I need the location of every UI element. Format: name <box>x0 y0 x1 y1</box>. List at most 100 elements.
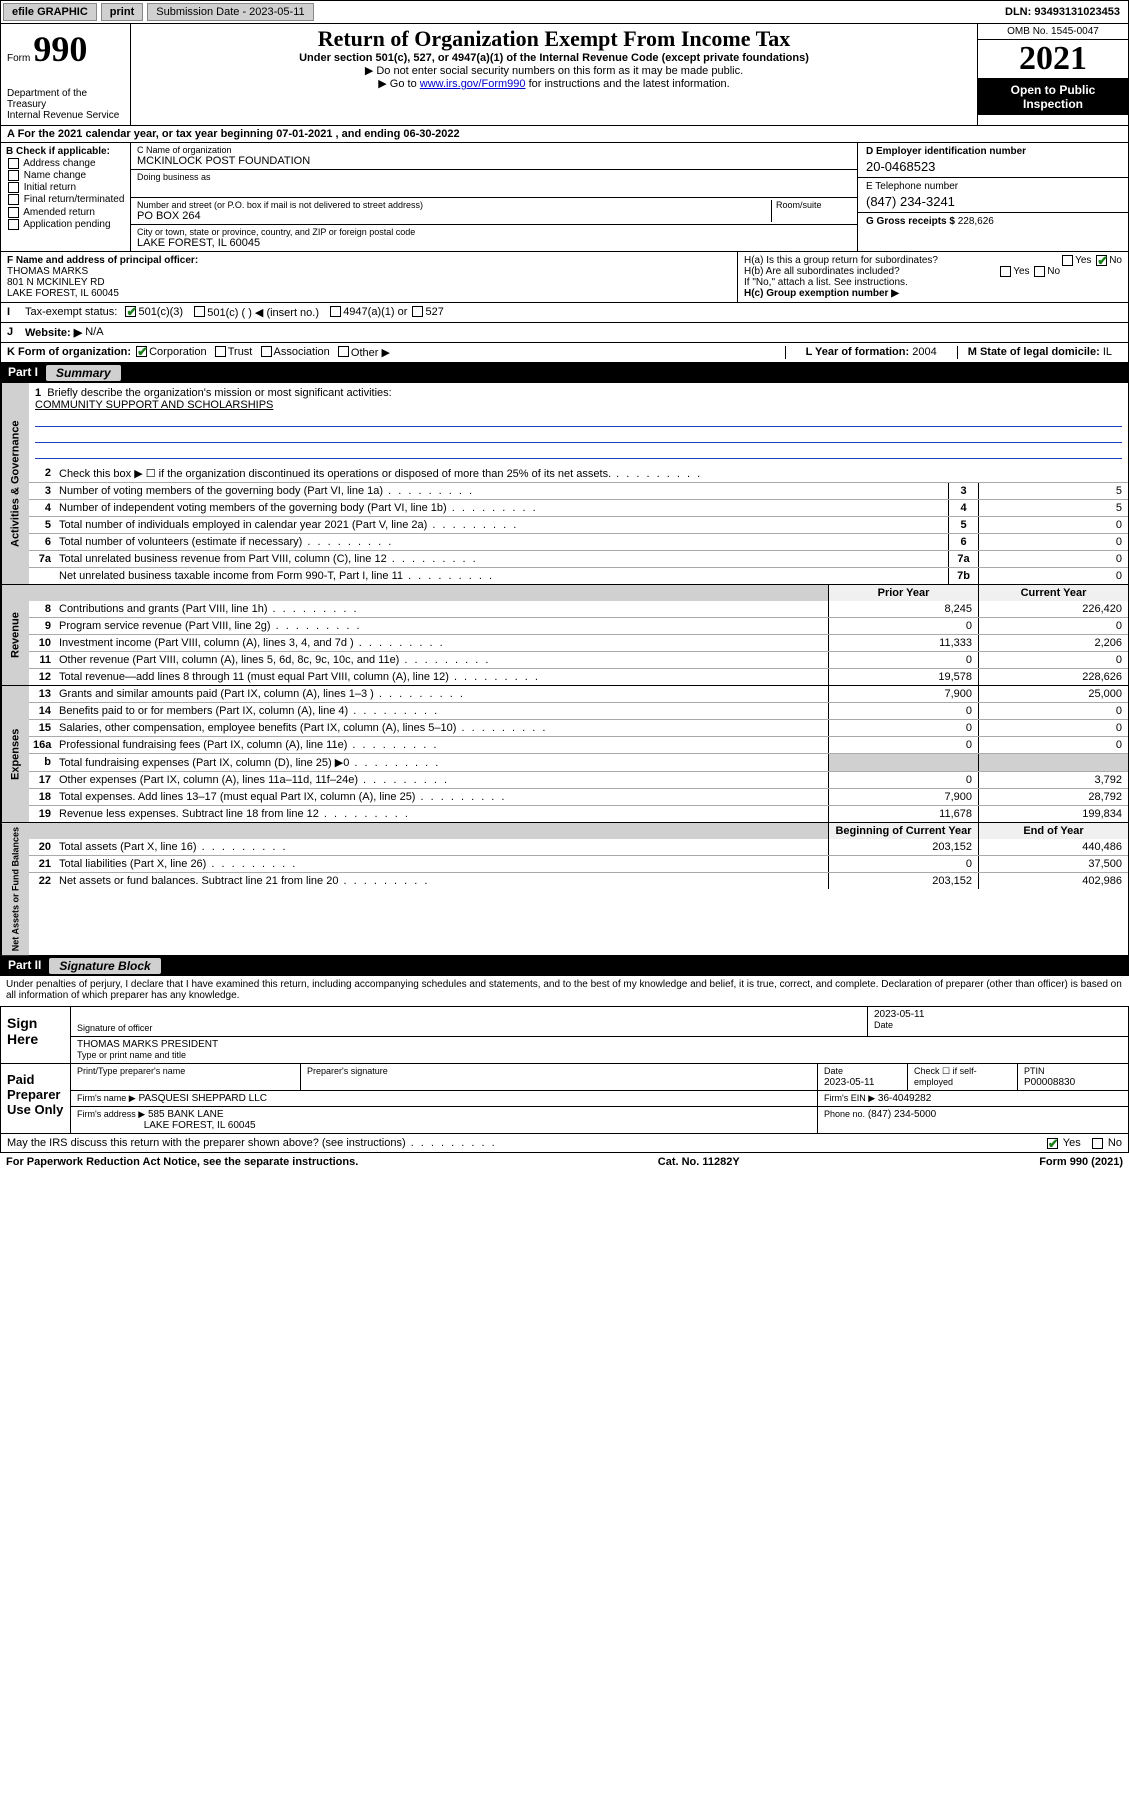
gov-line: 4Number of independent voting members of… <box>29 499 1128 516</box>
dept-treasury: Department of the Treasury <box>7 88 124 110</box>
c-city-val: LAKE FOREST, IL 60045 <box>137 237 851 249</box>
block-fh: F Name and address of principal officer:… <box>0 252 1129 303</box>
g-gross: G Gross receipts $ 228,626 <box>858 213 1128 230</box>
part1-title: Summary <box>46 365 121 381</box>
cb-final[interactable]: Final return/terminated <box>6 194 125 205</box>
paid-prep-lab: Paid Preparer Use Only <box>1 1064 71 1133</box>
cb-amended[interactable]: Amended return <box>6 207 125 218</box>
form-header: Form 990 Department of the Treasury Inte… <box>0 24 1129 125</box>
sidelabel-revenue: Revenue <box>1 585 29 685</box>
hdr-endyear: End of Year <box>978 823 1128 839</box>
col-c-org: C Name of organization MCKINLOCK POST FO… <box>131 143 858 251</box>
print-btn[interactable]: print <box>101 3 143 21</box>
prep-firm: PASQUESI SHEPPARD LLC <box>138 1093 267 1104</box>
cb-corp[interactable] <box>136 346 147 357</box>
cb-4947[interactable] <box>330 306 341 317</box>
row-a-taxyear: A For the 2021 calendar year, or tax yea… <box>0 125 1129 143</box>
prep-addr1: 585 BANK LANE <box>148 1109 224 1120</box>
cb-initial[interactable]: Initial return <box>6 182 125 193</box>
sig-name: THOMAS MARKS PRESIDENT <box>77 1039 218 1050</box>
d-ein-lab: D Employer identification number <box>866 146 1026 157</box>
title-cell: Return of Organization Exempt From Incom… <box>131 24 978 125</box>
uline <box>35 445 1122 459</box>
f-lab: F Name and address of principal officer: <box>7 255 731 266</box>
i-o4: 527 <box>425 306 443 319</box>
cb-pending[interactable]: Application pending <box>6 219 125 230</box>
gov-line: 3Number of voting members of the governi… <box>29 482 1128 499</box>
na-header: Beginning of Current Year End of Year <box>29 823 1128 839</box>
top-bar: efile GRAPHIC print Submission Date - 20… <box>0 0 1129 24</box>
part1-num: Part I <box>8 365 46 381</box>
h-b: H(b) Are all subordinates included? Yes … <box>744 266 1122 277</box>
cb-trust[interactable] <box>215 346 226 357</box>
part1-header: Part I Summary <box>0 363 1129 383</box>
i-lab: Tax-exempt status: <box>25 306 117 319</box>
uline <box>35 429 1122 443</box>
m-lab: Briefly describe the organization's miss… <box>47 387 391 399</box>
sig-officer-lab: Signature of officer <box>77 1023 152 1033</box>
prep-ph-lab: Phone no. <box>824 1109 865 1119</box>
table-row: 20Total assets (Part X, line 16)203,1524… <box>29 839 1128 855</box>
sig-name-lab: Type or print name and title <box>77 1050 186 1060</box>
sidelabel-expenses: Expenses <box>1 686 29 822</box>
sub3-post: for instructions and the latest informat… <box>526 78 730 90</box>
may-yes-cb[interactable] <box>1047 1138 1058 1149</box>
i-o3: 4947(a)(1) or <box>343 306 407 319</box>
table-row: 11Other revenue (Part VIII, column (A), … <box>29 651 1128 668</box>
col-b-checkboxes: B Check if applicable: Address change Na… <box>1 143 131 251</box>
submission-date: Submission Date - 2023-05-11 <box>147 3 313 21</box>
uline <box>35 413 1122 427</box>
table-row: 13Grants and similar amounts paid (Part … <box>29 686 1128 702</box>
m-text: COMMUNITY SUPPORT AND SCHOLARSHIPS <box>35 399 273 411</box>
table-row: 17Other expenses (Part IX, column (A), l… <box>29 771 1128 788</box>
efile-btn[interactable]: efile GRAPHIC <box>3 3 97 21</box>
footer-cat: Cat. No. 11282Y <box>658 1156 740 1168</box>
table-row: 10Investment income (Part VIII, column (… <box>29 634 1128 651</box>
table-row: 19Revenue less expenses. Subtract line 1… <box>29 805 1128 822</box>
k-o4: Other ▶ <box>351 346 390 359</box>
row-i-taxstatus: I Tax-exempt status: 501(c)(3) 501(c) ( … <box>0 303 1129 323</box>
prep-h2: Preparer's signature <box>307 1066 388 1076</box>
cb-assoc[interactable] <box>261 346 272 357</box>
prep-h4: Check ☐ if self-employed <box>908 1064 1018 1090</box>
d-ein-val: 20-0468523 <box>866 159 1120 174</box>
footer-right: Form 990 (2021) <box>1039 1156 1123 1168</box>
cb-501c[interactable] <box>194 306 205 317</box>
line-1-mission: 1 Briefly describe the organization's mi… <box>29 383 1128 465</box>
gov-line: 7aTotal unrelated business revenue from … <box>29 550 1128 567</box>
h-note: If "No," attach a list. See instructions… <box>744 277 1122 288</box>
m-num: 1 <box>35 387 41 399</box>
form990-link[interactable]: www.irs.gov/Form990 <box>420 78 526 90</box>
gov-line: Net unrelated business taxable income fr… <box>29 567 1128 584</box>
table-row: 8Contributions and grants (Part VIII, li… <box>29 601 1128 617</box>
gov-line: 6Total number of volunteers (estimate if… <box>29 533 1128 550</box>
e-phone: E Telephone number (847) 234-3241 <box>858 178 1128 213</box>
f-city: LAKE FOREST, IL 60045 <box>7 288 731 299</box>
cb-other[interactable] <box>338 346 349 357</box>
table-row: 22Net assets or fund balances. Subtract … <box>29 872 1128 889</box>
may-no-cb[interactable] <box>1092 1138 1103 1149</box>
l-val: 2004 <box>912 346 936 358</box>
e-phone-lab: E Telephone number <box>866 181 958 192</box>
dln: DLN: 93493131023453 <box>1005 6 1126 18</box>
part2-header: Part II Signature Block <box>0 956 1129 976</box>
cb-501c3[interactable] <box>125 306 136 317</box>
sig-date: 2023-05-11 <box>874 1009 924 1020</box>
l-lab: L Year of formation: <box>806 346 910 358</box>
cb-address[interactable]: Address change <box>6 158 125 169</box>
prep-h5v: P00008830 <box>1024 1077 1075 1088</box>
sidelabel-governance: Activities & Governance <box>1 383 29 584</box>
e-phone-val: (847) 234-3241 <box>866 194 1120 209</box>
c-addr-val: PO BOX 264 <box>137 210 771 222</box>
cb-name[interactable]: Name change <box>6 170 125 181</box>
hdr-begyear: Beginning of Current Year <box>828 823 978 839</box>
c-addr: Number and street (or P.O. box if mail i… <box>131 198 857 225</box>
may-text: May the IRS discuss this return with the… <box>7 1137 497 1149</box>
cb-527[interactable] <box>412 306 423 317</box>
gov-line: 5Total number of individuals employed in… <box>29 516 1128 533</box>
c-addr-lab: Number and street (or P.O. box if mail i… <box>137 200 771 210</box>
table-row: 12Total revenue—add lines 8 through 11 (… <box>29 668 1128 685</box>
right-header: OMB No. 1545-0047 2021 Open to Public In… <box>978 24 1128 125</box>
ha-no: No <box>1109 255 1122 266</box>
prep-h3v: 2023-05-11 <box>824 1077 874 1088</box>
